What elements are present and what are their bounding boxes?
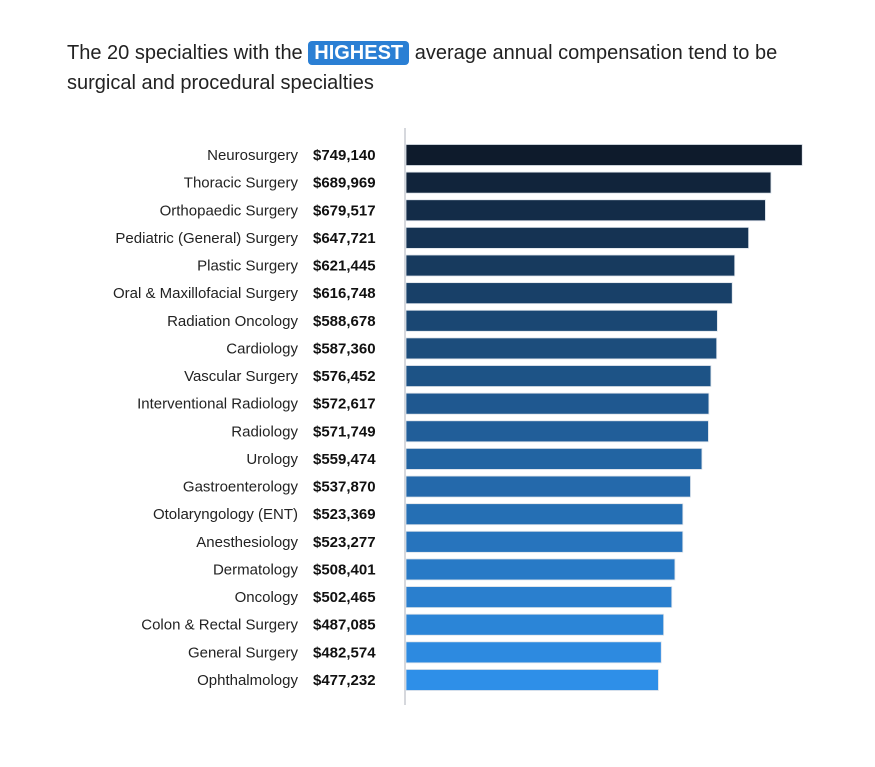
- value-label: $576,452: [313, 368, 376, 385]
- category-label: Radiology: [231, 423, 298, 440]
- category-label: Anesthesiology: [196, 534, 298, 551]
- title-highlight-badge: HIGHEST: [308, 41, 410, 65]
- value-label: $523,369: [313, 506, 376, 523]
- bar-12: [405, 475, 691, 498]
- category-label: Oral & Maxillofacial Surgery: [113, 285, 299, 302]
- category-label: Cardiology: [226, 340, 298, 357]
- category-label: Interventional Radiology: [137, 396, 298, 413]
- value-label: $588,678: [313, 313, 376, 330]
- category-label: Vascular Surgery: [184, 368, 298, 385]
- bar-1: [405, 171, 772, 194]
- bar-9: [405, 392, 710, 415]
- value-label: $749,140: [313, 147, 376, 164]
- category-label: Orthopaedic Surgery: [160, 202, 299, 219]
- bar-2: [405, 199, 766, 222]
- value-label: $477,232: [313, 672, 376, 689]
- category-label: Otolaryngology (ENT): [153, 506, 298, 523]
- value-label: $587,360: [313, 340, 376, 357]
- value-label: $571,749: [313, 423, 376, 440]
- category-label: Oncology: [235, 589, 299, 606]
- category-label: Urology: [246, 451, 298, 468]
- bar-15: [405, 558, 676, 581]
- category-label: Gastroenterology: [183, 479, 299, 496]
- category-label: Thoracic Surgery: [184, 175, 299, 192]
- bar-18: [405, 641, 662, 664]
- bar-10: [405, 420, 709, 443]
- value-label: $559,474: [313, 451, 376, 468]
- bar-13: [405, 503, 684, 526]
- category-label: Pediatric (General) Surgery: [115, 230, 298, 247]
- value-label: $487,085: [313, 617, 376, 634]
- bar-3: [405, 226, 750, 249]
- bar-19: [405, 669, 659, 691]
- bar-0: [405, 144, 803, 166]
- bar-5: [405, 282, 733, 305]
- value-label: $502,465: [313, 589, 376, 606]
- chart-title: The 20 specialties with the HIGHEST aver…: [67, 38, 827, 98]
- category-label: Radiation Oncology: [167, 313, 298, 330]
- bar-6: [405, 309, 718, 332]
- category-label: General Surgery: [188, 644, 299, 661]
- value-label: $647,721: [313, 230, 376, 247]
- bar-4: [405, 254, 736, 277]
- bar-8: [405, 365, 712, 387]
- bar-14: [405, 530, 684, 553]
- category-label: Colon & Rectal Surgery: [141, 617, 298, 634]
- value-label: $508,401: [313, 561, 376, 578]
- value-label: $523,277: [313, 534, 376, 551]
- category-label: Plastic Surgery: [197, 258, 298, 275]
- value-label: $621,445: [313, 258, 376, 275]
- bar-11: [405, 448, 703, 470]
- value-label: $537,870: [313, 479, 376, 496]
- category-label: Ophthalmology: [197, 672, 298, 689]
- category-label: Dermatology: [213, 561, 299, 578]
- value-label: $616,748: [313, 285, 376, 302]
- bar-16: [405, 586, 673, 608]
- value-label: $679,517: [313, 202, 376, 219]
- bar-7: [405, 337, 718, 360]
- category-label: Neurosurgery: [207, 147, 298, 164]
- value-label: $482,574: [313, 644, 376, 661]
- value-label: $689,969: [313, 175, 376, 192]
- bar-17: [405, 613, 665, 636]
- title-text-end: average annual compensation tend to be s…: [67, 42, 778, 94]
- title-text: The 20 specialties with the: [67, 42, 303, 64]
- value-label: $572,617: [313, 396, 376, 413]
